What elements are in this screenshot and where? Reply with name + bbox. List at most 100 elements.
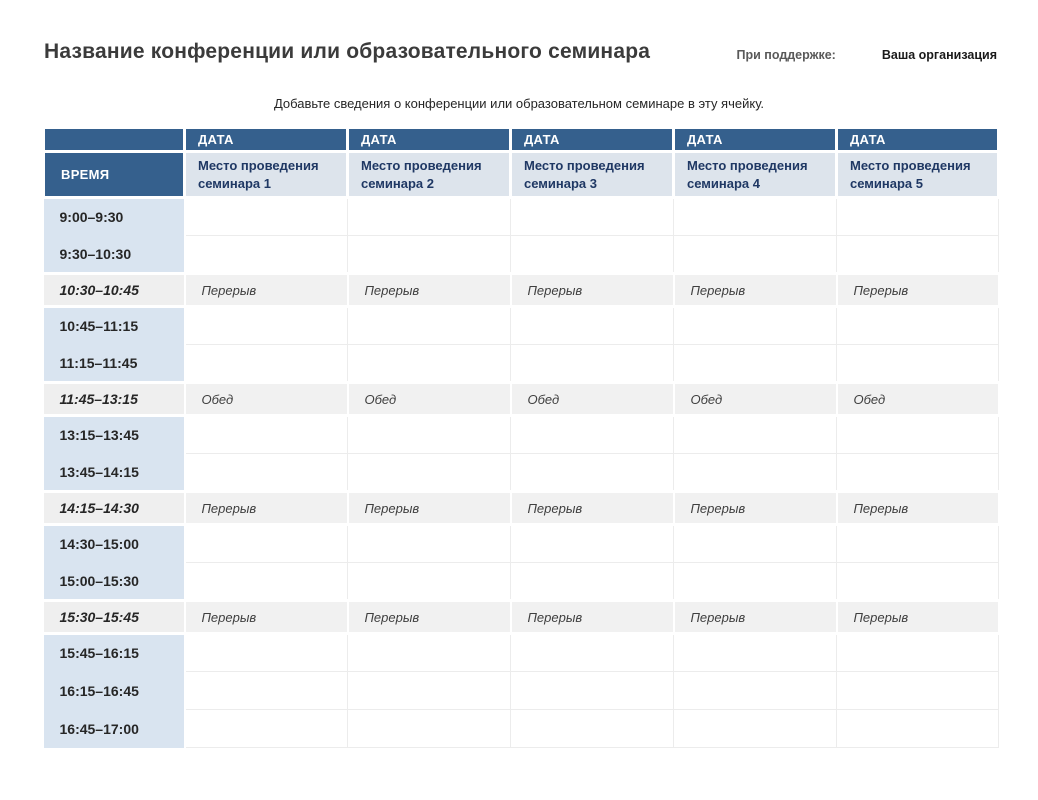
time-cell[interactable]: 15:30–15:45 (43, 599, 186, 636)
session-cell[interactable] (836, 633, 999, 673)
time-cell[interactable]: 14:30–15:00 (43, 524, 186, 563)
session-cell[interactable] (836, 524, 999, 564)
break-label-cell[interactable]: Перерыв (346, 599, 512, 636)
session-cell[interactable] (347, 453, 511, 493)
venue-header-cell[interactable]: Место проведения семинара 3 (509, 149, 675, 200)
session-cell[interactable] (184, 306, 348, 346)
session-cell[interactable] (836, 415, 999, 455)
break-label-cell[interactable]: Обед (835, 381, 1000, 418)
venue-header-cell[interactable]: Место проведения семинара 4 (672, 149, 838, 200)
session-cell[interactable] (836, 306, 999, 346)
session-cell[interactable] (510, 197, 674, 237)
time-cell[interactable]: 11:15–11:45 (43, 344, 186, 383)
time-cell[interactable]: 13:45–14:15 (43, 453, 186, 492)
session-cell[interactable] (673, 453, 837, 493)
session-cell[interactable] (673, 671, 837, 711)
session-cell[interactable] (836, 453, 999, 493)
time-cell[interactable]: 10:30–10:45 (43, 272, 186, 309)
break-label-cell[interactable]: Перерыв (835, 272, 1000, 309)
date-header-cell[interactable]: ДАТА (835, 126, 1000, 153)
session-cell[interactable] (673, 344, 837, 384)
break-label-cell[interactable]: Перерыв (672, 490, 838, 527)
break-label-cell[interactable]: Перерыв (183, 599, 349, 636)
session-cell[interactable] (510, 562, 674, 602)
time-cell[interactable]: 15:45–16:15 (43, 633, 186, 672)
session-cell[interactable] (347, 671, 511, 711)
break-label-cell[interactable]: Перерыв (183, 490, 349, 527)
break-label-cell[interactable]: Обед (509, 381, 675, 418)
session-cell[interactable] (184, 633, 348, 673)
session-cell[interactable] (673, 562, 837, 602)
session-cell[interactable] (347, 415, 511, 455)
conference-description-cell[interactable]: Добавьте сведения о конференции или обра… (273, 96, 765, 111)
break-label-cell[interactable]: Перерыв (509, 599, 675, 636)
session-cell[interactable] (184, 415, 348, 455)
break-label-cell[interactable]: Обед (672, 381, 838, 418)
session-cell[interactable] (347, 562, 511, 602)
session-cell[interactable] (184, 562, 348, 602)
time-cell[interactable]: 13:15–13:45 (43, 415, 186, 454)
session-cell[interactable] (184, 524, 348, 564)
session-cell[interactable] (673, 633, 837, 673)
session-cell[interactable] (836, 671, 999, 711)
break-label-cell[interactable]: Перерыв (183, 272, 349, 309)
break-label-cell[interactable]: Обед (183, 381, 349, 418)
session-cell[interactable] (184, 235, 348, 275)
session-cell[interactable] (510, 344, 674, 384)
break-label-cell[interactable]: Обед (346, 381, 512, 418)
session-cell[interactable] (184, 453, 348, 493)
time-cell[interactable]: 10:45–11:15 (43, 306, 186, 345)
session-cell[interactable] (673, 197, 837, 237)
session-cell[interactable] (510, 453, 674, 493)
session-cell[interactable] (673, 415, 837, 455)
venue-header-cell[interactable]: Место проведения семинара 2 (346, 149, 512, 200)
session-cell[interactable] (510, 306, 674, 346)
session-cell[interactable] (836, 562, 999, 602)
venue-header-cell[interactable]: Место проведения семинара 5 (835, 149, 1000, 200)
break-label-cell[interactable]: Перерыв (346, 490, 512, 527)
break-label-cell[interactable]: Перерыв (835, 599, 1000, 636)
session-cell[interactable] (184, 671, 348, 711)
date-header-cell[interactable]: ДАТА (672, 126, 838, 153)
date-header-cell[interactable]: ДАТА (346, 126, 512, 153)
session-cell[interactable] (510, 235, 674, 275)
session-cell[interactable] (184, 197, 348, 237)
session-cell[interactable] (510, 524, 674, 564)
session-cell[interactable] (673, 709, 837, 749)
time-cell[interactable]: 16:15–16:45 (43, 671, 186, 710)
session-cell[interactable] (347, 709, 511, 749)
break-label-cell[interactable]: Перерыв (509, 272, 675, 309)
session-cell[interactable] (184, 344, 348, 384)
date-header-cell[interactable]: ДАТА (509, 126, 675, 153)
time-cell[interactable]: 11:45–13:15 (43, 381, 186, 418)
session-cell[interactable] (673, 524, 837, 564)
session-cell[interactable] (347, 235, 511, 275)
time-cell[interactable]: 15:00–15:30 (43, 562, 186, 601)
session-cell[interactable] (347, 344, 511, 384)
break-label-cell[interactable]: Перерыв (835, 490, 1000, 527)
session-cell[interactable] (347, 524, 511, 564)
session-cell[interactable] (347, 197, 511, 237)
session-cell[interactable] (347, 306, 511, 346)
session-cell[interactable] (510, 633, 674, 673)
session-cell[interactable] (184, 709, 348, 749)
break-label-cell[interactable]: Перерыв (346, 272, 512, 309)
session-cell[interactable] (673, 235, 837, 275)
session-cell[interactable] (510, 709, 674, 749)
session-cell[interactable] (673, 306, 837, 346)
session-cell[interactable] (510, 671, 674, 711)
session-cell[interactable] (836, 235, 999, 275)
break-label-cell[interactable]: Перерыв (672, 272, 838, 309)
session-cell[interactable] (836, 344, 999, 384)
date-header-cell[interactable]: ДАТА (183, 126, 349, 153)
time-cell[interactable]: 9:00–9:30 (43, 197, 186, 236)
break-label-cell[interactable]: Перерыв (672, 599, 838, 636)
time-cell[interactable]: 16:45–17:00 (43, 709, 186, 748)
break-label-cell[interactable]: Перерыв (509, 490, 675, 527)
session-cell[interactable] (510, 415, 674, 455)
session-cell[interactable] (347, 633, 511, 673)
time-header-cell[interactable]: ВРЕМЯ (42, 149, 186, 200)
time-cell[interactable]: 9:30–10:30 (43, 235, 186, 274)
time-cell[interactable]: 14:15–14:30 (43, 490, 186, 527)
venue-header-cell[interactable]: Место проведения семинара 1 (183, 149, 349, 200)
